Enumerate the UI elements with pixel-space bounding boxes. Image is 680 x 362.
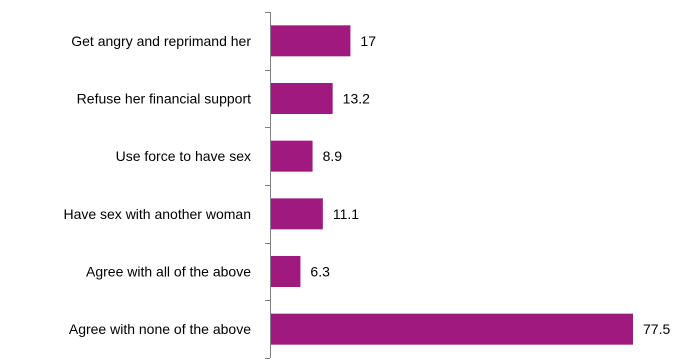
data-label: 8.9 bbox=[323, 148, 343, 164]
data-label: 11.1 bbox=[333, 206, 359, 222]
data-label: 6.3 bbox=[310, 264, 330, 280]
axis-group bbox=[265, 12, 271, 359]
data-label: 13.2 bbox=[343, 91, 370, 107]
data-label: 17 bbox=[360, 33, 376, 49]
bar bbox=[271, 83, 333, 114]
bar bbox=[271, 198, 323, 230]
bars-group bbox=[271, 25, 633, 345]
bar bbox=[271, 25, 351, 57]
bar bbox=[271, 313, 633, 345]
category-label: Agree with all of the above bbox=[86, 264, 251, 280]
bar bbox=[271, 256, 301, 287]
category-label: Agree with none of the above bbox=[69, 321, 251, 337]
category-label: Refuse her financial support bbox=[77, 91, 251, 107]
labels-group: Get angry and reprimand her 17 Refuse her … bbox=[63, 33, 670, 337]
data-label: 77.5 bbox=[643, 321, 670, 337]
category-label: Have sex with another woman bbox=[63, 206, 251, 222]
category-label: Use force to have sex bbox=[116, 148, 251, 164]
bar bbox=[271, 140, 313, 172]
category-label: Get angry and reprimand her bbox=[71, 33, 251, 49]
